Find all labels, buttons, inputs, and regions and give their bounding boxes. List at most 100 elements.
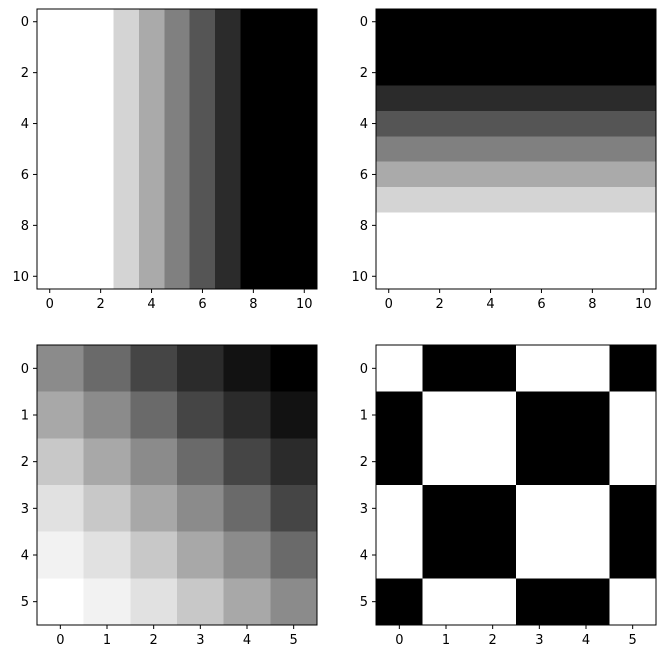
heatmap-cell <box>376 187 402 213</box>
heatmap-cell <box>88 85 114 111</box>
heatmap-cell <box>215 85 241 111</box>
heatmap-cell <box>215 9 241 35</box>
heatmap-cell <box>478 162 504 188</box>
heatmap-cell <box>469 578 516 625</box>
y-tick-label: 2 <box>360 455 368 470</box>
heatmap-cell <box>292 85 318 111</box>
heatmap-cell <box>452 136 478 162</box>
heatmap-cell <box>84 345 131 392</box>
heatmap-cell <box>529 187 555 213</box>
heatmap-cell <box>164 111 190 137</box>
heatmap-cell <box>631 187 657 213</box>
heatmap-cell <box>88 34 114 60</box>
x-tick-label: 4 <box>147 297 155 312</box>
heatmap-cell <box>215 60 241 86</box>
heatmap-cell <box>516 485 563 532</box>
heatmap-cell <box>503 111 529 137</box>
heatmap-cells <box>376 345 657 626</box>
heatmap-cell <box>563 485 610 532</box>
heatmap-cell <box>516 532 563 579</box>
heatmap-cell <box>139 162 165 188</box>
heatmap-cell <box>292 238 318 264</box>
heatmap-cell <box>130 438 177 485</box>
heatmap-cell <box>190 136 216 162</box>
heatmap-cell <box>401 34 427 60</box>
heatmap-cell <box>469 532 516 579</box>
heatmap-cell <box>452 213 478 239</box>
heatmap-cells <box>37 345 318 626</box>
heatmap-cell <box>266 238 292 264</box>
heatmap-cell <box>241 187 267 213</box>
heatmap-cell <box>270 532 317 579</box>
heatmap-cell <box>266 111 292 137</box>
heatmap-cell <box>516 578 563 625</box>
y-tick-label: 8 <box>21 219 29 234</box>
heatmap-cell <box>427 85 453 111</box>
y-tick-label: 6 <box>21 168 29 183</box>
heatmap-cell <box>37 438 84 485</box>
y-tick-label: 0 <box>21 15 29 30</box>
heatmap-cell <box>478 136 504 162</box>
heatmap-cell <box>270 578 317 625</box>
heatmap-cell <box>88 111 114 137</box>
heatmap-cell <box>401 213 427 239</box>
heatmap-cell <box>130 485 177 532</box>
heatmap-cell <box>37 392 84 439</box>
heatmap-cell <box>113 238 139 264</box>
heatmap-cell <box>631 60 657 86</box>
heatmap-cell <box>88 60 114 86</box>
heatmap-cell <box>130 578 177 625</box>
heatmap-cell <box>609 578 656 625</box>
heatmap-cell <box>266 264 292 290</box>
heatmap-cell <box>452 60 478 86</box>
heatmap-cell <box>37 264 63 290</box>
heatmap-cell <box>580 60 606 86</box>
heatmap-cell <box>241 9 267 35</box>
heatmap-cell <box>452 111 478 137</box>
heatmap-cell <box>215 264 241 290</box>
heatmap-cell <box>164 136 190 162</box>
heatmap-cell <box>529 34 555 60</box>
heatmap-cell <box>266 162 292 188</box>
heatmap-cell <box>529 60 555 86</box>
heatmap-cell <box>37 238 63 264</box>
heatmap-cell <box>130 532 177 579</box>
heatmap-cell <box>177 392 224 439</box>
heatmap-cell <box>224 392 271 439</box>
heatmap-cell <box>631 34 657 60</box>
y-tick-label: 1 <box>360 409 368 424</box>
heatmap-cell <box>554 187 580 213</box>
heatmap-cell <box>164 162 190 188</box>
heatmap-cell <box>37 60 63 86</box>
heatmap-cell <box>427 60 453 86</box>
heatmap-cell <box>113 162 139 188</box>
y-tick-label: 3 <box>21 502 29 517</box>
heatmap-cell <box>266 136 292 162</box>
heatmap-cell <box>139 136 165 162</box>
heatmap-cell <box>292 34 318 60</box>
heatmap-cell <box>503 162 529 188</box>
heatmap-cell <box>423 532 470 579</box>
x-tick-label: 4 <box>582 633 590 648</box>
heatmap-cell <box>266 213 292 239</box>
heatmap-cell <box>139 264 165 290</box>
heatmap-cell <box>241 34 267 60</box>
heatmap-cell <box>139 187 165 213</box>
heatmap-cell <box>478 238 504 264</box>
y-tick-label: 0 <box>21 362 29 377</box>
heatmap-cell <box>164 85 190 111</box>
y-tick-label: 6 <box>360 168 368 183</box>
heatmap-cell <box>113 264 139 290</box>
heatmap-cell <box>503 264 529 290</box>
heatmap-axes-3: 0 1 2 3 4 5012345 <box>21 345 318 648</box>
heatmap-cell <box>62 162 88 188</box>
y-tick-label: 2 <box>21 455 29 470</box>
y-tick-label: 4 <box>21 549 29 564</box>
heatmap-cell <box>376 213 402 239</box>
heatmap-cell <box>427 136 453 162</box>
heatmap-cell <box>427 111 453 137</box>
y-tick-label: 4 <box>21 117 29 132</box>
heatmap-cell <box>605 111 631 137</box>
heatmap-cell <box>88 9 114 35</box>
y-tick-label: 4 <box>360 549 368 564</box>
